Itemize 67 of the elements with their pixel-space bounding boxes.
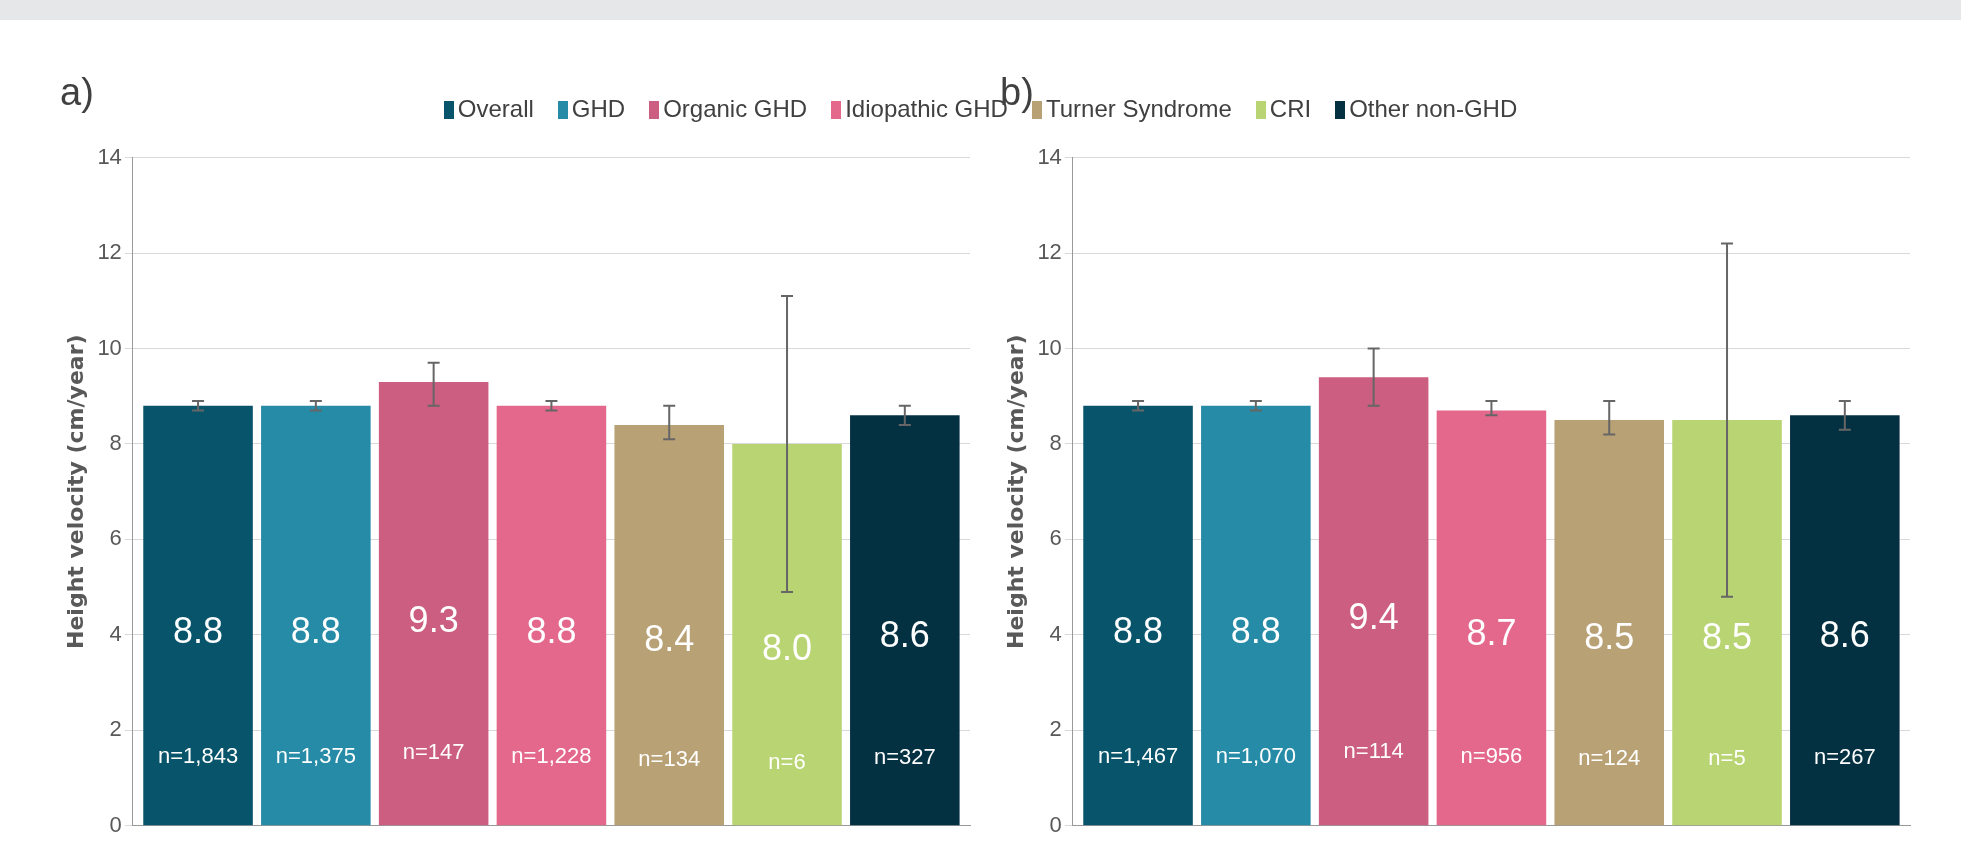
data-label: 8.5 <box>1702 616 1753 658</box>
y-tick-label: 10 <box>97 334 122 360</box>
annotation: n=1,467 <box>1097 742 1179 768</box>
y-tick-label: 4 <box>1049 620 1062 646</box>
y-tick-label: 8 <box>109 430 122 456</box>
bar <box>614 424 725 826</box>
y-tick-label: 0 <box>1049 811 1062 837</box>
y-tick-label: 0 <box>109 811 122 837</box>
annotation: n=134 <box>638 745 701 771</box>
bar <box>496 405 607 826</box>
y-tick-label: 8 <box>1049 430 1062 456</box>
data-label: 8.8 <box>526 609 577 651</box>
data-label: 8.4 <box>644 618 695 660</box>
bar <box>1554 420 1665 826</box>
annotation: n=1,375 <box>275 742 356 768</box>
bar <box>1790 415 1900 826</box>
data-label: 9.3 <box>408 598 459 640</box>
data-label: 9.4 <box>1348 596 1399 638</box>
y-tick-label: 6 <box>109 525 122 551</box>
legend-label: GHD <box>570 95 626 123</box>
bar <box>1201 405 1311 826</box>
annotation: n=147 <box>402 738 465 764</box>
data-label: 8.0 <box>762 627 813 669</box>
y-tick-label: 14 <box>97 143 122 169</box>
y-tick-label: 4 <box>109 620 122 646</box>
data-label: 8.6 <box>879 613 930 655</box>
annotation: n=5 <box>1708 744 1746 770</box>
bar <box>1672 420 1782 826</box>
y-tick-label: 2 <box>109 716 122 742</box>
annotation: n=114 <box>1343 737 1404 763</box>
y-tick-label: 6 <box>1049 525 1062 551</box>
bar <box>1083 405 1193 826</box>
bar <box>850 415 960 826</box>
data-label: 8.8 <box>1230 609 1281 651</box>
legend-label: Turner Syndrome <box>1044 95 1232 123</box>
y-axis-title: Height velocity (cm/year) <box>1002 334 1028 649</box>
data-label: 8.5 <box>1584 616 1635 658</box>
bar <box>261 405 371 826</box>
legend-label: Other non-GHD <box>1348 95 1518 123</box>
y-tick-label: 12 <box>97 239 122 265</box>
y-tick-label: 10 <box>1037 334 1062 360</box>
data-label: 8.6 <box>1819 613 1870 655</box>
annotation: n=1,070 <box>1215 742 1296 768</box>
y-tick-label: 14 <box>1037 143 1062 169</box>
annotation: n=327 <box>873 744 936 770</box>
chart-title: a) <box>60 71 94 114</box>
annotation: n=124 <box>1578 744 1641 770</box>
bar <box>1436 410 1547 826</box>
bar <box>1318 377 1429 826</box>
data-label: 8.7 <box>1466 611 1517 653</box>
y-axis-title: Height velocity (cm/year) <box>62 334 88 649</box>
annotation: n=1,228 <box>511 742 592 768</box>
y-tick-label: 12 <box>1037 239 1062 265</box>
bar <box>732 443 842 826</box>
annotation: n=956 <box>1460 743 1523 769</box>
data-label: 8.8 <box>1113 609 1164 651</box>
y-tick-label: 2 <box>1049 716 1062 742</box>
legend-label: CRI <box>1268 95 1312 123</box>
bar <box>143 405 253 826</box>
bar <box>378 381 489 826</box>
annotation: n=1,843 <box>157 742 239 768</box>
data-label: 8.8 <box>173 609 224 651</box>
data-label: 8.8 <box>290 609 341 651</box>
annotation: n=267 <box>1813 744 1876 770</box>
legend-label: Overall <box>456 95 534 123</box>
annotation: n=6 <box>768 748 806 774</box>
legend-label: Organic GHD <box>662 95 808 123</box>
